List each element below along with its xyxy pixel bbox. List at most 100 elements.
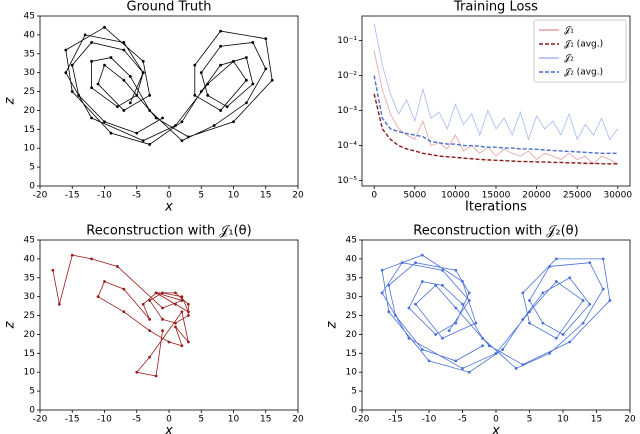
y-tick-label: 0 xyxy=(29,182,35,192)
y-tick-label: 35 xyxy=(346,273,357,283)
x-tick-label: 5 xyxy=(198,415,204,425)
data-point xyxy=(541,291,545,295)
data-point xyxy=(116,105,119,109)
y-tick-label: 0 xyxy=(29,406,35,416)
data-point xyxy=(90,41,93,44)
y-axis-label: z xyxy=(3,320,18,329)
data-point xyxy=(461,280,464,283)
data-point xyxy=(128,101,132,105)
data-point xyxy=(380,291,384,295)
data-point xyxy=(57,302,61,306)
data-point xyxy=(161,116,164,120)
y-tick-label: 40 xyxy=(24,254,36,264)
data-point xyxy=(51,268,55,272)
data-point xyxy=(514,367,518,370)
data-point xyxy=(90,116,93,120)
data-point xyxy=(161,329,164,333)
data-point xyxy=(387,283,391,287)
y-tick-label: 20 xyxy=(24,106,36,116)
data-point xyxy=(141,139,145,143)
x-tick-label: 10000 xyxy=(441,191,470,201)
data-point xyxy=(380,268,384,272)
data-point xyxy=(103,120,106,124)
y-tick-label: 35 xyxy=(24,273,35,283)
x-tick-label: -10 xyxy=(97,415,112,425)
x-tick-label: -10 xyxy=(422,415,437,425)
x-tick-label: -5 xyxy=(132,191,141,201)
data-point xyxy=(148,329,152,333)
data-point xyxy=(122,41,126,44)
x-tick-label: 15 xyxy=(591,415,602,425)
y-tick-label: 10⁻¹ xyxy=(337,36,357,46)
data-point xyxy=(180,310,184,314)
x-tick-label: 10 xyxy=(557,415,569,425)
data-point xyxy=(420,280,424,283)
data-point xyxy=(434,283,438,287)
x-tick-label: -20 xyxy=(33,415,48,425)
data-point xyxy=(568,276,572,280)
x-axis-label: x xyxy=(164,200,173,215)
data-line xyxy=(373,50,619,165)
x-tick-label: -15 xyxy=(65,191,80,201)
chart-title: Ground Truth xyxy=(127,0,212,15)
data-point xyxy=(174,321,177,325)
x-tick-label: 15000 xyxy=(482,191,511,201)
y-tick-label: 45 xyxy=(346,236,357,246)
data-point xyxy=(467,291,471,295)
x-tick-label: 20 xyxy=(292,415,304,425)
data-point xyxy=(441,268,444,272)
y-tick-label: 0 xyxy=(351,406,357,416)
y-tick-label: 25 xyxy=(346,311,357,321)
y-tick-label: 30 xyxy=(346,292,358,302)
y-tick-label: 5 xyxy=(29,163,35,173)
y-tick-label: 45 xyxy=(24,12,35,22)
data-point xyxy=(270,78,274,82)
data-point xyxy=(174,302,177,306)
data-point xyxy=(608,299,612,302)
x-tick-label: 15 xyxy=(260,191,271,201)
data-point xyxy=(251,41,255,44)
y-tick-label: 40 xyxy=(24,30,36,40)
chart-title: Reconstruction with 𝒥₁(θ) xyxy=(86,224,251,239)
data-point xyxy=(180,139,184,143)
data-point xyxy=(135,370,139,374)
data-point xyxy=(103,280,106,283)
data-point xyxy=(528,299,531,302)
plot-frame xyxy=(39,15,299,187)
data-point xyxy=(521,363,525,367)
data-point xyxy=(70,90,74,93)
data-point xyxy=(77,93,81,97)
data-point xyxy=(588,261,592,265)
y-tick-label: 15 xyxy=(24,349,35,359)
data-point xyxy=(232,120,235,124)
x-tick-label: -20 xyxy=(33,191,48,201)
y-tick-label: 10 xyxy=(346,368,358,378)
data-point xyxy=(447,329,451,333)
data-point xyxy=(206,82,210,86)
data-point xyxy=(454,268,458,272)
legend-box xyxy=(533,19,627,83)
data-point xyxy=(407,306,411,310)
x-tick-label: 10 xyxy=(228,415,240,425)
y-tick-label: 10 xyxy=(24,144,36,154)
data-line xyxy=(373,23,619,141)
data-point xyxy=(601,287,605,291)
data-point xyxy=(454,306,458,310)
y-tick-label: 10⁻⁴ xyxy=(337,141,357,151)
chart-title: Training Loss xyxy=(453,0,538,15)
data-point xyxy=(64,71,68,75)
data-point xyxy=(394,314,397,317)
data-point xyxy=(167,340,171,344)
data-point xyxy=(161,291,164,295)
data-point xyxy=(541,321,545,325)
data-point xyxy=(148,299,152,302)
data-point xyxy=(199,71,203,75)
data-point xyxy=(581,321,585,325)
data-point xyxy=(232,59,235,63)
data-point xyxy=(161,317,164,321)
data-point xyxy=(122,78,126,82)
data-point xyxy=(122,48,126,52)
data-point xyxy=(441,283,444,287)
x-tick-label: 20000 xyxy=(522,191,551,201)
